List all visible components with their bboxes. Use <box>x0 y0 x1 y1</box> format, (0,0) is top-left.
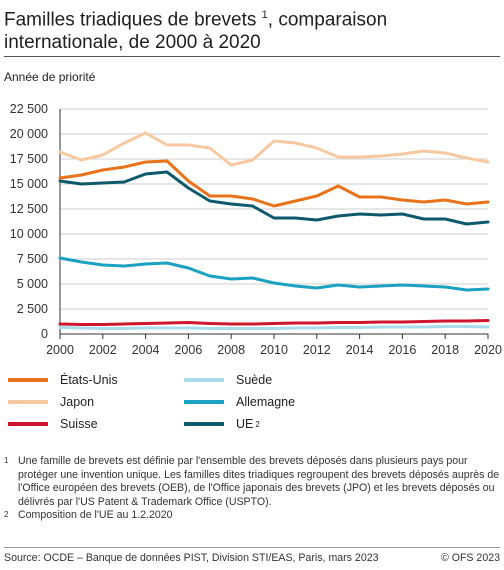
x-tick-label: 2004 <box>132 343 160 357</box>
chart-grid <box>60 108 488 335</box>
x-tick-label: 2012 <box>303 343 331 357</box>
title-footnote-mark: 1 <box>261 9 268 21</box>
series-line <box>58 159 490 208</box>
x-tick-label: 2000 <box>46 343 74 357</box>
series-line <box>58 325 490 330</box>
y-tick-label: 20 000 <box>10 127 48 141</box>
copyright-text: © OFS 2023 <box>440 552 500 564</box>
series-line <box>58 256 490 292</box>
x-tick-label: 2016 <box>388 343 416 357</box>
legend-swatch <box>8 422 48 426</box>
x-axis: 2000 2002 2004 2006 2008 2010 2012 2014 2016 2018… <box>46 334 502 357</box>
footnote-text: Une famille de brevets est définie par l… <box>18 455 500 508</box>
y-tick-label: 5 000 <box>17 277 48 291</box>
legend-swatch <box>184 422 224 426</box>
series-line <box>58 131 490 167</box>
legend-item: États-Unis <box>8 372 118 388</box>
footnote-mark: 1 <box>4 456 9 465</box>
legend-item: Suisse <box>8 416 98 432</box>
chart-subtitle: Année de priorité <box>4 70 96 84</box>
legend-swatch <box>8 378 48 382</box>
x-tick-label: 2018 <box>431 343 459 357</box>
legend-item: UE 2 <box>184 416 260 432</box>
footnote-1: 1 Une famille de brevets est définie par… <box>4 455 500 509</box>
y-axis: 0 2 500 5 000 7 500 10 000 12 500 15 000 17 500… <box>10 102 61 341</box>
legend-swatch <box>184 400 224 404</box>
footnote-2: 2 Composition de l'UE au 1.2.2020 <box>4 509 500 523</box>
legend-label: Suède <box>236 373 273 387</box>
line-chart: 0 2 500 5 000 7 500 10 000 12 500 15 000 17 500… <box>10 102 502 357</box>
legend-label: Suisse <box>60 417 98 431</box>
legend-swatch <box>8 400 48 404</box>
legend-label: États-Unis <box>60 373 118 387</box>
y-tick-label: 0 <box>41 327 48 341</box>
footnotes: 1 Une famille de brevets est définie par… <box>4 455 500 523</box>
title-line1-rest: , comparaison <box>267 9 388 31</box>
y-tick-label: 2 500 <box>17 302 48 316</box>
legend-item: Suède <box>184 372 272 388</box>
y-tick-label: 12 500 <box>10 202 48 216</box>
x-tick-label: 2010 <box>260 343 288 357</box>
y-tick-label: 10 000 <box>10 227 48 241</box>
y-tick-label: 7 500 <box>17 252 48 266</box>
legend-item: Japon <box>8 394 94 410</box>
footer: Source: OCDE – Banque de données PIST, D… <box>4 552 500 564</box>
legend-footnote-mark: 2 <box>255 419 260 429</box>
source-text: Source: OCDE – Banque de données PIST, D… <box>4 552 379 564</box>
y-tick-label: 22 500 <box>10 102 48 116</box>
title-line1: Familles triadiques de brevets <box>4 9 257 31</box>
footnote-text: Composition de l'UE au 1.2.2020 <box>18 509 173 522</box>
y-tick-label: 15 000 <box>10 177 48 191</box>
legend-item: Allemagne <box>184 394 295 410</box>
x-tick-label: 2008 <box>217 343 245 357</box>
title-divider <box>4 56 500 57</box>
footnote-mark: 2 <box>4 510 9 520</box>
y-tick-label: 17 500 <box>10 152 48 166</box>
legend-label: Allemagne <box>236 395 296 409</box>
chart-title: Familles triadiques de brevets 1, compar… <box>4 4 500 54</box>
x-tick-label: 2006 <box>174 343 202 357</box>
x-tick-label: 2014 <box>346 343 374 357</box>
title-line2: internationale, de 2000 à 2020 <box>4 32 261 54</box>
footer-divider <box>4 547 500 548</box>
x-tick-label: 2002 <box>89 343 117 357</box>
legend-swatch <box>184 378 224 382</box>
series-line <box>58 170 490 226</box>
series-lines <box>58 131 490 330</box>
series-line <box>58 319 490 326</box>
x-tick-label: 2020 <box>474 343 502 357</box>
legend-label: Japon <box>60 395 95 409</box>
legend-label: UE <box>236 417 254 431</box>
